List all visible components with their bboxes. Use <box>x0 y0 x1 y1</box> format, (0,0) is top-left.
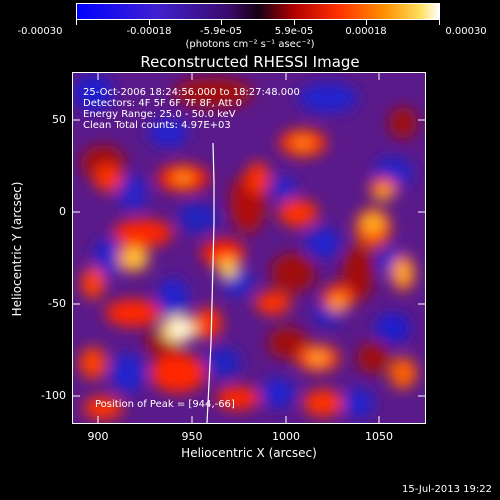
colorbar-tick <box>366 20 367 25</box>
observation-info: 25-Oct-2006 18:24:56.000 to 18:27:48.000… <box>83 87 300 131</box>
colorbar-tick-label: 5.9e-05 <box>274 26 314 37</box>
colorbar-tick <box>294 20 295 25</box>
plot-title: Reconstructed RHESSI Image <box>140 53 360 71</box>
colorbar-tick-label: 0.00030 <box>445 26 487 37</box>
colorbar-tick <box>149 20 150 25</box>
colorbar-tick-label: 0.00018 <box>345 26 387 37</box>
colorbar-units: (photons cm⁻² s⁻¹ asec⁻²) <box>185 39 315 50</box>
info-clean: Clean Total counts: 4.97E+03 <box>83 120 231 131</box>
y-tick-label: -100 <box>41 389 66 402</box>
x-tick-label: 900 <box>87 430 109 443</box>
peak-position: Position of Peak = [944,-66] <box>95 399 235 410</box>
colorbar-axis: -0.00030 -0.00018 -5.9e-05 5.9e-05 0.000… <box>0 0 500 40</box>
y-tick-label: 50 <box>52 113 66 126</box>
colorbar-tick-label: -5.9e-05 <box>200 26 242 37</box>
info-time: 25-Oct-2006 18:24:56.000 to 18:27:48.000 <box>83 87 300 98</box>
colorbar <box>76 3 440 20</box>
colorbar-tick <box>439 20 440 25</box>
rhessi-image: 25-Oct-2006 18:24:56.000 to 18:27:48.000… <box>72 72 426 424</box>
y-tick-label: -50 <box>48 297 66 310</box>
colorbar-tick-label: -0.00018 <box>126 26 172 37</box>
colorbar-tick <box>76 20 77 25</box>
x-axis-label: Heliocentric X (arcsec) <box>181 446 317 460</box>
x-tick-label: 1050 <box>365 430 393 443</box>
y-axis-label: Heliocentric Y (arcsec) <box>10 181 24 317</box>
colorbar-tick-label: -0.00030 <box>17 26 63 37</box>
colorbar-gradient <box>77 4 439 19</box>
colorbar-tick <box>221 20 222 25</box>
timestamp: 15-Jul-2013 19:22 <box>401 484 492 495</box>
x-tick-label: 950 <box>181 430 203 443</box>
info-detectors: Detectors: 4F 5F 6F 7F 8F, Att 0 <box>83 98 243 109</box>
y-tick-label: 0 <box>59 205 66 218</box>
x-tick-label: 1000 <box>272 430 300 443</box>
image-map <box>73 73 425 423</box>
info-energy: Energy Range: 25.0 - 50.0 keV <box>83 109 236 120</box>
